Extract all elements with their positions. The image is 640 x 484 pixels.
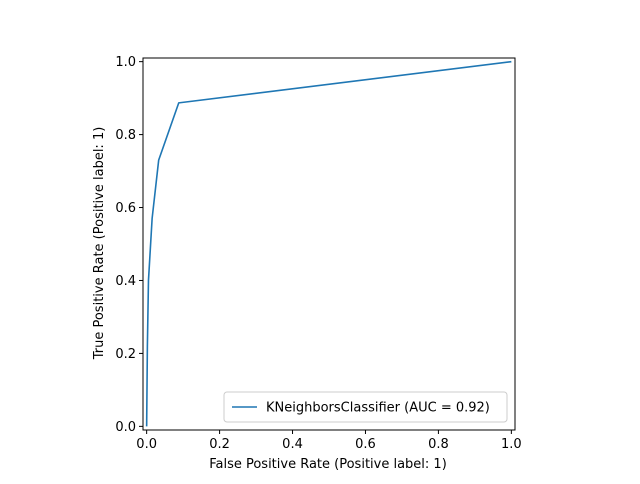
x-axis-ticks: 0.0 0.2 0.4 0.6 0.8 1.0 [136, 430, 522, 452]
x-tick-label: 0.4 [282, 437, 303, 452]
legend: KNeighborsClassifier (AUC = 0.92) [223, 391, 508, 423]
x-tick-label: 0.2 [209, 437, 230, 452]
legend-box [223, 391, 508, 423]
y-tick-label: 0.4 [115, 274, 136, 289]
legend-entry-label: KNeighborsClassifier (AUC = 0.92) [266, 401, 490, 416]
roc-curve-line [145, 60, 512, 427]
y-axis-label: True Positive Rate (Positive label: 1) [92, 127, 107, 361]
x-tick-label: 0.0 [136, 437, 157, 452]
x-axis-label: False Positive Rate (Positive label: 1) [209, 457, 447, 472]
x-tick-label: 0.6 [355, 437, 376, 452]
x-tick-label: 1.0 [501, 437, 522, 452]
x-tick-label: 0.8 [428, 437, 449, 452]
axes-frame [142, 57, 516, 431]
y-tick-label: 1.0 [115, 55, 136, 70]
y-tick-label: 0.2 [115, 347, 136, 362]
y-tick-label: 0.6 [115, 201, 136, 216]
y-axis-ticks: 0.0 0.2 0.4 0.6 0.8 1.0 [115, 55, 143, 435]
plot-area [142, 57, 516, 431]
y-tick-label: 0.0 [115, 420, 136, 435]
y-tick-label: 0.8 [115, 128, 136, 143]
